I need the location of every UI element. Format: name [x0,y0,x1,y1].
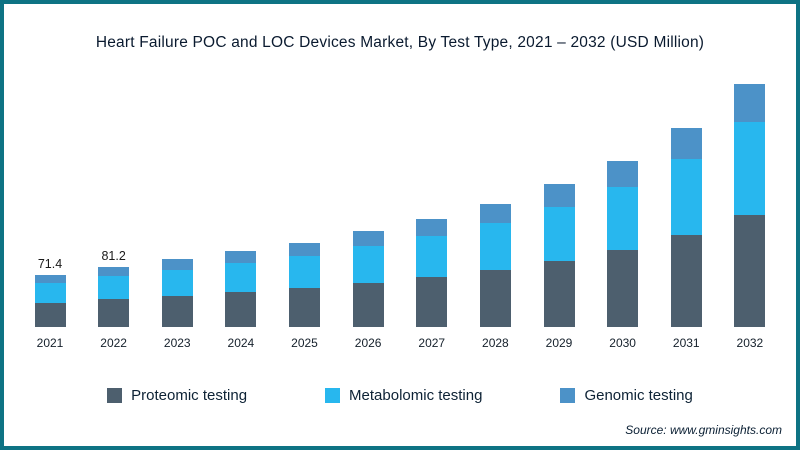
bar-segment-metabolomic-testing [289,256,320,288]
bar-stack [289,243,320,327]
bar-column-2029: 2029 [541,66,577,351]
bar-segment-genomic-testing [479,204,511,223]
stacked-bar-chart: 71.4 2021 81.2 2022 2023 2024 2025 2026 2027 2028… [32,66,768,351]
bar-stack [161,259,193,327]
bar-stack [479,204,511,327]
legend-swatch-genomic-testing [560,388,576,403]
bar-segment-metabolomic-testing [670,159,702,235]
x-axis-tick-label: 2023 [163,336,191,350]
bar-segment-proteomic-testing [670,235,702,327]
bar-column-2025: 2025 [287,66,323,351]
x-axis-tick-label: 2028 [482,336,509,350]
bar-segment-proteomic-testing [161,296,193,327]
bar-segment-genomic-testing [670,128,702,159]
legend-item-metabolomic-testing: Metabolomic testing [325,387,482,404]
bar-stack [734,84,766,327]
legend-label: Genomic testing [584,387,693,404]
legend-label: Proteomic testing [131,387,248,404]
bar-column-2023: 2023 [159,66,195,351]
bar-column-2030: 2030 [605,66,641,351]
bar-segment-metabolomic-testing [543,207,575,261]
x-axis-tick-label: 2031 [672,336,700,350]
bar-segment-metabolomic-testing [161,270,193,296]
bar-segment-metabolomic-testing [34,283,66,303]
bar-segment-metabolomic-testing [98,276,130,299]
bar-segment-metabolomic-testing [607,187,639,250]
bar-column-2032: 2032 [732,66,768,351]
bar-stack [416,219,448,327]
bar-segment-metabolomic-testing [225,263,257,292]
x-axis-tick-label: 2022 [100,336,127,350]
bar-segment-genomic-testing [352,231,384,246]
bar-segment-genomic-testing [161,259,193,270]
x-axis-tick-label: 2025 [291,336,318,350]
bar-stack [98,267,130,327]
legend-swatch-metabolomic-testing [325,388,341,403]
bar-segment-genomic-testing [98,267,130,276]
bar-segment-proteomic-testing [289,288,320,327]
x-axis-tick-label: 2032 [736,336,764,350]
bar-segment-proteomic-testing [479,270,511,327]
bar-stack [607,161,639,327]
bar-value-label: 81.2 [101,249,126,263]
bar-stack [543,184,575,327]
bar-segment-proteomic-testing [543,261,575,327]
bar-stack [352,231,384,327]
bar-column-2021: 71.4 2021 [32,66,68,351]
bar-column-2026: 2026 [350,66,386,351]
bar-segment-genomic-testing [543,184,575,207]
x-axis-tick-label: 2026 [354,336,382,350]
bar-segment-proteomic-testing [98,299,130,327]
bar-column-2028: 2028 [477,66,513,351]
x-axis-tick-label: 2030 [609,336,636,350]
bar-segment-metabolomic-testing [352,246,384,283]
bar-column-2027: 2027 [414,66,450,351]
x-axis-tick-label: 2029 [545,336,573,350]
bar-segment-genomic-testing [607,161,639,187]
legend-label: Metabolomic testing [349,387,483,404]
source-attribution: Source: www.gminsights.com [625,423,782,437]
bar-segment-proteomic-testing [734,215,766,327]
bar-column-2031: 2031 [668,66,704,351]
legend: Proteomic testing Metabolomic testing Geno… [4,387,796,404]
x-axis-tick-label: 2021 [36,336,64,350]
bar-segment-metabolomic-testing [734,122,766,215]
bar-segment-proteomic-testing [416,277,448,327]
bar-segment-genomic-testing [289,243,320,256]
bar-value-label: 71.4 [37,257,63,271]
x-axis-tick-label: 2024 [227,336,255,350]
bar-segment-proteomic-testing [34,303,66,327]
legend-swatch-proteomic-testing [107,388,123,403]
bar-segment-genomic-testing [225,251,257,263]
bar-column-2024: 2024 [223,66,259,351]
bar-segment-genomic-testing [416,219,448,236]
x-axis-tick-label: 2027 [418,336,446,350]
bar-stack [670,128,702,327]
bar-segment-genomic-testing [34,275,66,283]
legend-item-proteomic-testing: Proteomic testing [107,387,247,404]
bar-stack [34,275,66,327]
legend-item-genomic-testing: Genomic testing [560,387,693,404]
bar-segment-proteomic-testing [607,250,639,327]
bar-column-2022: 81.2 2022 [96,66,132,351]
bar-segment-metabolomic-testing [416,236,448,277]
bar-segment-metabolomic-testing [479,223,511,270]
bar-segment-proteomic-testing [352,283,384,327]
bar-segment-genomic-testing [734,84,766,122]
bar-segment-proteomic-testing [225,292,257,327]
chart-title: Heart Failure POC and LOC Devices Market… [95,34,705,51]
bar-stack [225,251,257,327]
